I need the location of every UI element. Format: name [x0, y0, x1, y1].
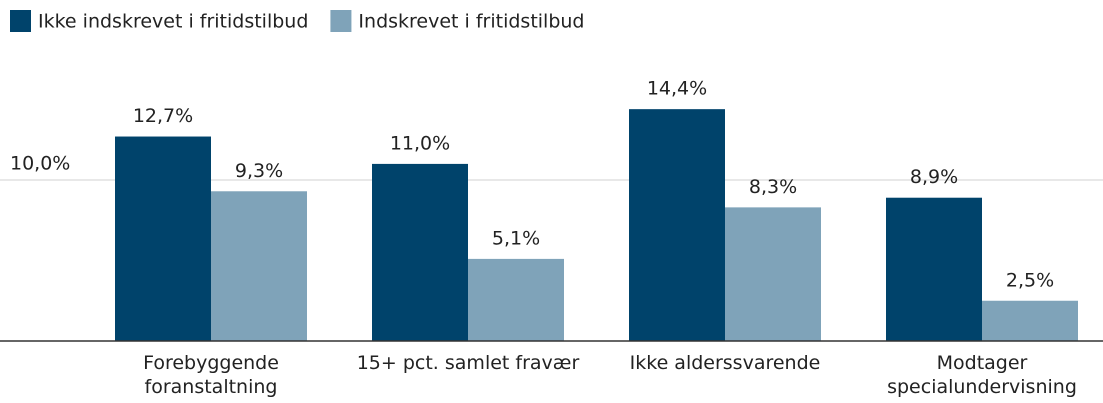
bar [886, 197, 982, 341]
legend-swatch [10, 10, 31, 32]
x-tick-label: Modtager specialundervisning [887, 352, 1077, 398]
legend-swatch [330, 10, 352, 32]
bar [468, 258, 564, 341]
data-label: 11,0% [390, 132, 450, 154]
data-label: 9,3% [235, 160, 283, 182]
data-label: 8,9% [910, 166, 958, 188]
x-tick-label: 15+ pct. samlet fravær [356, 352, 580, 374]
x-tick-label: Ikke alderssvarende [629, 352, 821, 374]
data-label: 8,3% [749, 176, 797, 198]
bar [725, 207, 821, 341]
bar [115, 136, 211, 341]
legend-label: Ikke indskrevet i fritidstilbud [38, 11, 308, 33]
data-label: 2,5% [1006, 269, 1054, 291]
bar [211, 191, 307, 341]
legend-label: Indskrevet i fritidstilbud [358, 11, 584, 33]
data-label: 14,4% [647, 78, 707, 100]
data-label: 12,7% [133, 105, 193, 127]
data-label: 5,1% [492, 227, 540, 249]
x-tick-label: Forebyggende foranstaltning [143, 352, 279, 398]
bar [982, 300, 1078, 341]
bar [629, 109, 725, 341]
bar [372, 163, 468, 341]
y-tick-label: 10,0% [10, 153, 70, 175]
